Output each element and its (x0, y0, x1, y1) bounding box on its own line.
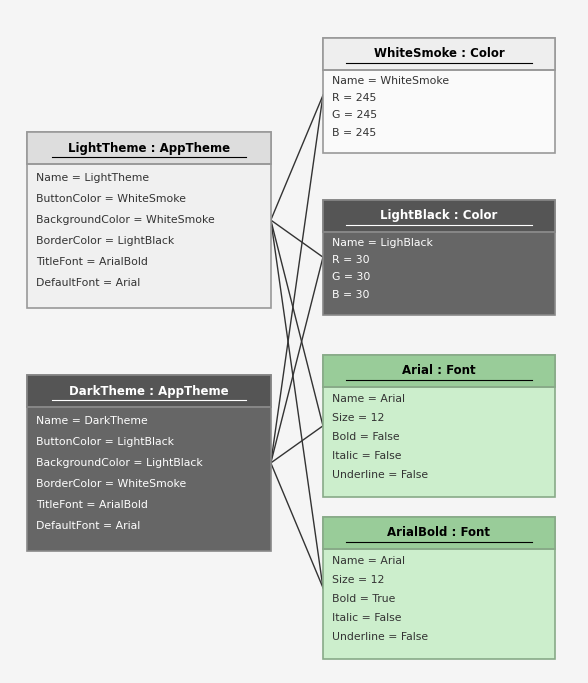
Text: BorderColor = WhiteSmoke: BorderColor = WhiteSmoke (36, 479, 186, 489)
FancyBboxPatch shape (323, 200, 555, 314)
FancyBboxPatch shape (28, 375, 271, 407)
Text: G = 30: G = 30 (332, 273, 370, 282)
FancyBboxPatch shape (323, 355, 555, 497)
FancyBboxPatch shape (28, 133, 271, 308)
Text: Italic = False: Italic = False (332, 613, 401, 623)
Text: LightTheme : AppTheme: LightTheme : AppTheme (68, 141, 230, 155)
Text: DefaultFont = Arial: DefaultFont = Arial (36, 279, 141, 288)
Text: Name = DarkTheme: Name = DarkTheme (36, 416, 148, 426)
Text: B = 30: B = 30 (332, 290, 369, 300)
Text: Bold = True: Bold = True (332, 594, 395, 604)
Text: TitleFont = ArialBold: TitleFont = ArialBold (36, 257, 148, 267)
Text: Name = Arial: Name = Arial (332, 556, 405, 566)
Text: Underline = False: Underline = False (332, 632, 428, 642)
Text: LightBlack : Color: LightBlack : Color (380, 209, 497, 222)
Text: Name = LightTheme: Name = LightTheme (36, 173, 149, 183)
Text: Size = 12: Size = 12 (332, 413, 384, 423)
Text: DefaultFont = Arial: DefaultFont = Arial (36, 521, 141, 531)
FancyBboxPatch shape (323, 517, 555, 658)
Text: Arial : Font: Arial : Font (402, 364, 476, 377)
FancyBboxPatch shape (28, 133, 271, 164)
Text: B = 245: B = 245 (332, 128, 376, 138)
Text: Name = Arial: Name = Arial (332, 394, 405, 404)
Text: BackgroundColor = WhiteSmoke: BackgroundColor = WhiteSmoke (36, 215, 215, 225)
FancyBboxPatch shape (323, 38, 555, 152)
FancyBboxPatch shape (323, 200, 555, 232)
Text: TitleFont = ArialBold: TitleFont = ArialBold (36, 500, 148, 510)
Text: ButtonColor = LightBlack: ButtonColor = LightBlack (36, 437, 174, 447)
Text: Size = 12: Size = 12 (332, 575, 384, 585)
FancyBboxPatch shape (323, 355, 555, 387)
Text: G = 245: G = 245 (332, 111, 377, 120)
Text: BackgroundColor = LightBlack: BackgroundColor = LightBlack (36, 458, 203, 468)
Text: Bold = False: Bold = False (332, 432, 399, 442)
FancyBboxPatch shape (28, 375, 271, 550)
FancyBboxPatch shape (323, 38, 555, 70)
Text: R = 30: R = 30 (332, 255, 369, 265)
Text: R = 245: R = 245 (332, 93, 376, 103)
Text: Underline = False: Underline = False (332, 470, 428, 480)
Text: Name = LighBlack: Name = LighBlack (332, 238, 433, 248)
Text: Italic = False: Italic = False (332, 451, 401, 461)
Text: Name = WhiteSmoke: Name = WhiteSmoke (332, 76, 449, 86)
Text: BorderColor = LightBlack: BorderColor = LightBlack (36, 236, 174, 246)
Text: ButtonColor = WhiteSmoke: ButtonColor = WhiteSmoke (36, 194, 186, 204)
Text: ArialBold : Font: ArialBold : Font (387, 527, 490, 540)
FancyBboxPatch shape (323, 517, 555, 548)
Text: DarkTheme : AppTheme: DarkTheme : AppTheme (69, 385, 229, 398)
Text: WhiteSmoke : Color: WhiteSmoke : Color (373, 47, 505, 60)
